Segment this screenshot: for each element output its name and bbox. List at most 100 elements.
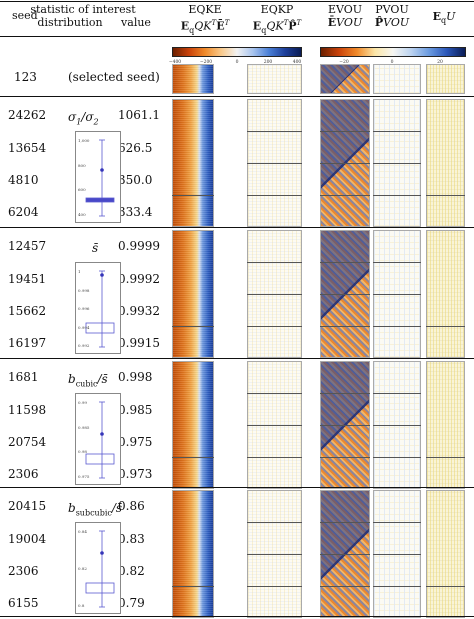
violin-tick-label: 0.82 bbox=[78, 566, 87, 571]
eqkp-panel bbox=[247, 64, 302, 94]
value-cell: 626.5 bbox=[118, 141, 153, 155]
eqke-panel-separator bbox=[172, 457, 214, 458]
stat-symbol: /σ bbox=[81, 110, 94, 124]
equ-panel bbox=[426, 361, 465, 489]
equ-panel-separator bbox=[426, 195, 465, 196]
value-cell: 0.9992 bbox=[118, 272, 160, 286]
eqke-panel-separator bbox=[172, 195, 214, 196]
eqkp-panel-separator bbox=[247, 586, 302, 587]
violin-body bbox=[85, 453, 115, 465]
eqkp-panel-separator bbox=[247, 393, 302, 394]
violin-tick-label: 0.975 bbox=[78, 474, 90, 479]
value-cell: 0.985 bbox=[118, 403, 153, 417]
eqke-panel bbox=[172, 99, 214, 227]
header-eqke-formula: EqQKTĒT bbox=[180, 19, 230, 35]
seed-cell: 15662 bbox=[8, 304, 47, 318]
eqke-colorbar bbox=[172, 47, 302, 57]
eqke-panel bbox=[172, 64, 214, 94]
eqkp-panel-separator bbox=[247, 294, 302, 295]
header-evou-title: EVOU bbox=[327, 3, 363, 16]
evou-panel bbox=[320, 64, 370, 94]
eqke-colorbar-tick: 200 bbox=[263, 60, 273, 65]
equ-panel bbox=[426, 230, 465, 358]
pvou-panel-separator bbox=[373, 294, 421, 295]
value-cell: 0.998 bbox=[118, 370, 153, 384]
evou-panel-separator bbox=[320, 554, 370, 555]
bottom-rule bbox=[0, 616, 474, 617]
eqkp-panel-separator bbox=[247, 522, 302, 523]
violin-tick-label: 0.992 bbox=[78, 343, 90, 348]
equ-panel bbox=[426, 64, 465, 94]
violin-svg bbox=[85, 530, 115, 608]
evou-panel-separator bbox=[320, 326, 370, 327]
header-pvou-formula: P̂VOU bbox=[374, 16, 410, 29]
eqke-colorbar-tick: 400 bbox=[292, 60, 302, 65]
distribution-violin-plot: 0.84 0.82 0.8 bbox=[75, 522, 121, 614]
value-cell: 1061.1 bbox=[118, 108, 160, 122]
header-eqkp-title: EQKP bbox=[260, 3, 294, 16]
pvou-panel-separator bbox=[373, 131, 421, 132]
equ-panel-separator bbox=[426, 586, 465, 587]
header-pvou-title: PVOU bbox=[375, 3, 409, 16]
eqkp-panel-separator bbox=[247, 425, 302, 426]
value-cell: 0.975 bbox=[118, 435, 153, 449]
header-eqke-title: EQKE bbox=[188, 3, 222, 16]
value-cell: 0.79 bbox=[118, 596, 145, 610]
statistic-label: s̄ bbox=[92, 241, 99, 255]
value-cell: 0.9999 bbox=[118, 239, 160, 253]
eqke-panel-separator bbox=[172, 326, 214, 327]
selected-rule bbox=[0, 96, 474, 97]
eqke-colorbar-tick: 0 bbox=[235, 60, 239, 65]
pvou-panel-separator bbox=[373, 326, 421, 327]
violin-highlight-point bbox=[100, 551, 104, 555]
stat-symbol: b bbox=[68, 501, 76, 515]
stat-subscript: cubic bbox=[75, 379, 98, 389]
eqkp-panel-separator bbox=[247, 195, 302, 196]
evou-panel-separator bbox=[320, 262, 370, 263]
eqke-colorbar-tick: −200 bbox=[199, 60, 213, 65]
value-cell: 0.83 bbox=[118, 532, 145, 546]
pvou-panel-separator bbox=[373, 522, 421, 523]
pvou-panel-separator bbox=[373, 554, 421, 555]
equ-panel bbox=[426, 99, 465, 227]
header-seed: seed bbox=[12, 9, 38, 22]
eqkp-panel-separator bbox=[247, 262, 302, 263]
seed-cell: 12457 bbox=[8, 239, 47, 253]
value-cell: 0.86 bbox=[118, 499, 145, 513]
violin-body bbox=[85, 582, 115, 594]
violin-highlight-point bbox=[100, 168, 104, 172]
evou-panel-separator bbox=[320, 294, 370, 295]
statistic-label: bcubic/s̄ bbox=[68, 373, 108, 388]
evou-panel-separator bbox=[320, 393, 370, 394]
header-statistic-line1: statistic of interest bbox=[30, 3, 136, 16]
evou-colorbar-tick: −20 bbox=[339, 60, 349, 65]
violin-tick-label: 0.994 bbox=[78, 324, 90, 330]
seed-cell: 6155 bbox=[8, 596, 39, 610]
header-statistic-line2: distribution bbox=[37, 16, 103, 29]
evou-panel-separator bbox=[320, 131, 370, 132]
header-equ: EqU bbox=[432, 10, 456, 26]
violin-highlight-point bbox=[100, 432, 104, 436]
violin-svg bbox=[85, 139, 115, 217]
violin-tick-label: 400 bbox=[78, 212, 86, 217]
evou-panel-separator bbox=[320, 425, 370, 426]
eqke-colorbar-tick: −400 bbox=[168, 60, 182, 65]
statistic-label: σ1/σ2 bbox=[68, 111, 99, 126]
pvou-panel-separator bbox=[373, 163, 421, 164]
header-eqkp-formula: EqQKTP̂T bbox=[252, 19, 302, 35]
equ-panel-separator bbox=[426, 457, 465, 458]
violin-body bbox=[85, 197, 115, 203]
violin-highlight-point bbox=[100, 273, 104, 277]
pvou-panel-separator bbox=[373, 393, 421, 394]
violin-svg bbox=[85, 270, 115, 348]
seed-cell: 20415 bbox=[8, 499, 47, 513]
header-evou-formula: ĒVOU bbox=[327, 16, 363, 29]
distribution-violin-plot: 0.99 0.985 0.98 0.975 bbox=[75, 393, 121, 485]
seed-cell: 4810 bbox=[8, 173, 39, 187]
value-cell: 0.9932 bbox=[118, 304, 160, 318]
evou-colorbar-tick: 20 bbox=[437, 60, 443, 65]
stat-subscript: 2 bbox=[93, 117, 99, 127]
statistic-label: bsubcubic/s̄ bbox=[68, 502, 122, 517]
eqke-panel bbox=[172, 490, 214, 618]
seed-cell: 19451 bbox=[8, 272, 47, 286]
